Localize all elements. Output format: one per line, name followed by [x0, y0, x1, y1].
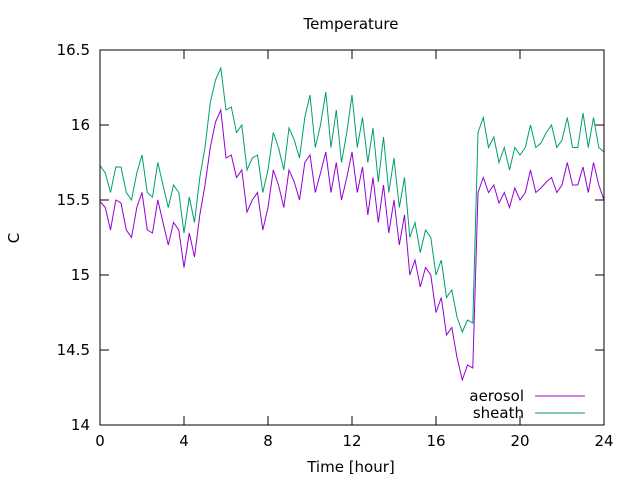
- x-tick-label: 12: [342, 432, 361, 450]
- x-tick-label: 4: [179, 432, 189, 450]
- series-line-aerosol: [99, 108, 605, 382]
- legend-label-aerosol: aerosol: [469, 387, 524, 405]
- y-axis-label: C: [5, 233, 23, 243]
- chart-title: Temperature: [302, 15, 398, 33]
- series-lines: [99, 66, 605, 382]
- x-axis-label: Time [hour]: [306, 458, 395, 476]
- y-tick-label: 16: [71, 116, 90, 134]
- x-tick-label: 8: [263, 432, 273, 450]
- x-tick-label: 0: [95, 432, 105, 450]
- y-tick-label: 15.5: [57, 191, 90, 209]
- y-tick-label: 14: [71, 416, 90, 434]
- x-tick-label: 16: [426, 432, 445, 450]
- y-tick-label: 15: [71, 266, 90, 284]
- series-line-sheath: [99, 66, 605, 334]
- plot-frame: [99, 49, 605, 426]
- axis-ticks: 14 14.5 15 15.5 16 16.5 0 4 8 12 16 20 24: [57, 41, 614, 450]
- legend-label-sheath: sheath: [473, 404, 524, 422]
- x-tick-label: 20: [510, 432, 529, 450]
- y-tick-label: 14.5: [57, 341, 90, 359]
- y-tick-label: 16.5: [57, 41, 90, 59]
- x-tick-label: 24: [594, 432, 613, 450]
